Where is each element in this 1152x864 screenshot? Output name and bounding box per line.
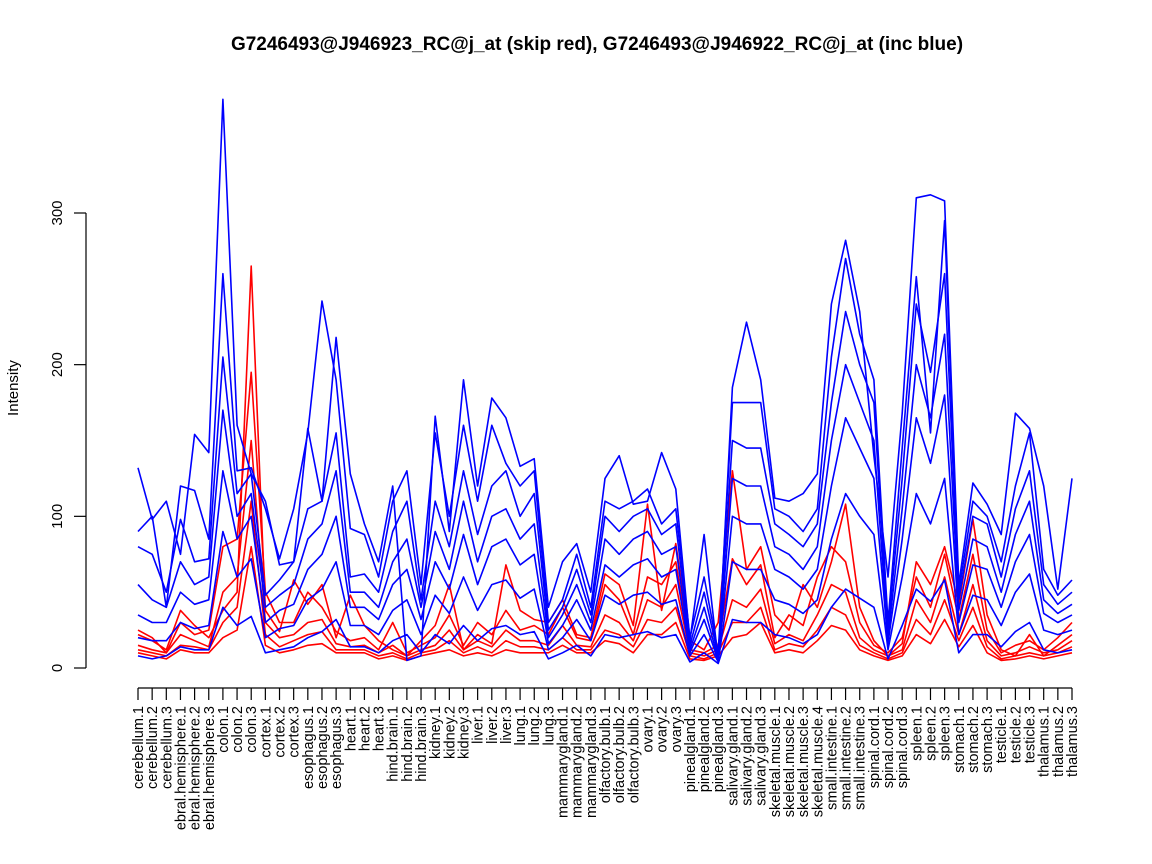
y-tick-label: 100	[49, 504, 66, 529]
x-tick-label: cortex.3	[287, 706, 303, 758]
x-tick-label: lung.3	[541, 706, 557, 746]
x-tick-label: salivary.gland.3	[754, 706, 770, 806]
x-tick-label: ovary.2	[655, 706, 671, 752]
x-tick-label: small.intestine.1	[824, 706, 840, 810]
y-tick-label: 300	[49, 200, 66, 225]
x-tick-label: small.intestine.2	[839, 706, 855, 810]
x-tick-label: heart.3	[372, 706, 388, 751]
x-tick-label: liver.3	[499, 706, 515, 744]
x-tick-label: ebral.hemisphere.1	[173, 706, 189, 830]
x-tick-label: liver.2	[485, 706, 501, 744]
x-tick-label: ovary.3	[669, 706, 685, 752]
x-tick-label: spleen.3	[938, 706, 954, 761]
x-tick-label: kidney.1	[428, 706, 444, 759]
x-tick-label: esophagus.2	[315, 706, 331, 789]
x-tick-label: hind.brain.3	[414, 706, 430, 782]
x-tick-label: olfactory.bulb.3	[626, 706, 642, 803]
series-line-skip-3	[137, 439, 1073, 657]
x-tick-label: testicle.3	[1023, 706, 1039, 763]
x-tick-label: mammarygland.2	[570, 706, 586, 818]
x-tick-label: cerebellum.3	[159, 706, 175, 789]
x-tick-label: stomach.3	[980, 706, 996, 773]
x-tick-label: cortex.1	[258, 706, 274, 758]
x-tick-label: skeletal.muscle.1	[768, 706, 784, 817]
series-line-skip-5	[137, 545, 1073, 662]
chart-title: G7246493@J946923_RC@j_at (skip red), G72…	[231, 34, 963, 55]
x-tick-label: small.intestine.3	[853, 706, 869, 810]
series-line-skip-1	[137, 265, 1073, 657]
x-tick-label: lung.2	[527, 706, 543, 746]
series-line-inc-8	[137, 272, 1073, 657]
series-line-inc-12	[137, 579, 1073, 665]
x-tick-label: mammarygland.3	[584, 706, 600, 818]
x-tick-label: stomach.2	[966, 706, 982, 773]
x-tick-label: olfactory.bulb.1	[598, 706, 614, 803]
x-tick-label: olfactory.bulb.2	[612, 706, 628, 803]
x-tick-label: skeletal.muscle.4	[810, 706, 826, 817]
x-tick-label: pinealgland.2	[697, 706, 713, 792]
x-tick-label: salivary.gland.1	[725, 706, 741, 806]
x-tick-label: thalamus.3	[1065, 706, 1081, 777]
x-tick-label: heart.1	[343, 706, 359, 751]
series-line-inc-7	[137, 219, 1073, 654]
x-tick-label: spinal.cord.1	[867, 706, 883, 788]
y-axis-label: Intensity	[5, 360, 22, 416]
x-tick-label: liver.1	[471, 706, 487, 744]
x-tick-label: heart.2	[357, 706, 373, 751]
x-tick-label: skeletal.muscle.3	[796, 706, 812, 817]
x-tick-label: salivary.gland.2	[740, 706, 756, 806]
x-tick-label: pinealgland.3	[711, 706, 727, 792]
x-tick-label: ebral.hemisphere.3	[202, 706, 218, 830]
series-line-inc-10	[137, 394, 1073, 662]
y-tick-label: 0	[49, 664, 66, 672]
series-group	[137, 98, 1073, 665]
y-tick-label: 200	[49, 352, 66, 377]
series-line-skip-2	[137, 371, 1073, 654]
x-tick-label: testicle.2	[1008, 706, 1024, 763]
x-tick-label: testicle.1	[994, 706, 1010, 763]
x-tick-label: ebral.hemisphere.2	[188, 706, 204, 830]
x-tick-label: hind.brain.2	[400, 706, 416, 782]
x-axis: cerebellum.1cerebellum.2cerebellum.3ebra…	[131, 687, 1081, 830]
y-axis: 0 100 200 300	[49, 200, 87, 672]
x-tick-label: spleen.2	[923, 706, 939, 761]
x-tick-label: colon.3	[244, 706, 260, 753]
x-tick-label: cerebellum.1	[131, 706, 147, 789]
x-tick-label: thalamus.1	[1037, 706, 1053, 777]
x-tick-label: kidney.3	[456, 706, 472, 759]
series-line-skip-4	[137, 500, 1073, 660]
x-tick-label: esophagus.1	[301, 706, 317, 789]
x-tick-label: cortex.2	[273, 706, 289, 758]
series-line-inc-9	[137, 333, 1073, 660]
x-tick-label: mammarygland.1	[556, 706, 572, 818]
x-tick-label: kidney.2	[442, 706, 458, 759]
x-tick-label: colon.1	[216, 706, 232, 753]
x-tick-label: pinealgland.1	[683, 706, 699, 792]
x-tick-label: colon.2	[230, 706, 246, 753]
x-tick-label: hind.brain.1	[386, 706, 402, 782]
series-line-inc-11	[137, 477, 1073, 663]
x-tick-label: esophagus.3	[329, 706, 345, 789]
x-tick-label: spleen.1	[909, 706, 925, 761]
x-tick-label: skeletal.muscle.2	[782, 706, 798, 817]
x-tick-label: ovary.1	[640, 706, 656, 752]
x-tick-label: thalamus.2	[1051, 706, 1067, 777]
x-tick-label: stomach.1	[952, 706, 968, 773]
x-tick-label: spinal.cord.2	[881, 706, 897, 788]
x-tick-label: lung.1	[513, 706, 529, 746]
x-tick-label: cerebellum.2	[145, 706, 161, 789]
x-tick-label: spinal.cord.3	[895, 706, 911, 788]
